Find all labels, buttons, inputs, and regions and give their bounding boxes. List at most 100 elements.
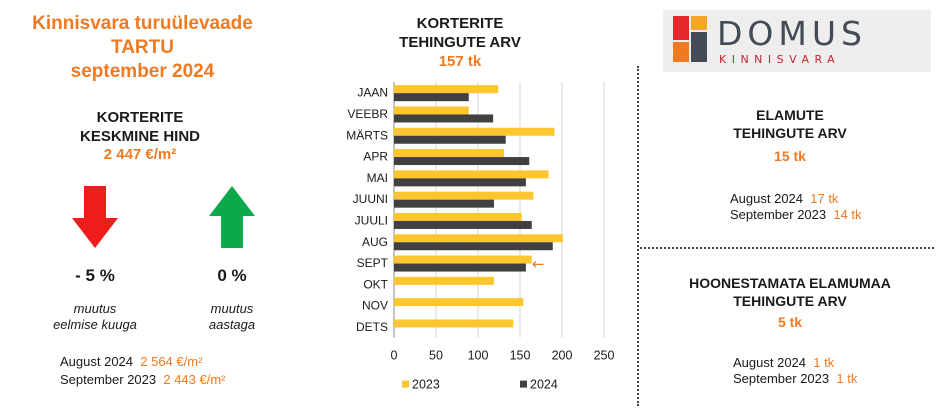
land-compare-value: 1 tk	[836, 371, 858, 386]
logo-mark-square	[691, 32, 707, 62]
category-label: VEEBR	[347, 107, 388, 121]
bar-2023	[394, 319, 514, 328]
land-heading-line1: HOONESTAMATA ELAMUMAA	[689, 275, 891, 291]
x-tick-label: 0	[391, 349, 398, 363]
land-compare-row: September 2023 1 tk	[733, 371, 857, 387]
month-change-value: - 5 %	[75, 266, 115, 285]
logo-wordmark: DOMUS	[717, 14, 867, 53]
houses-compare-row: September 2023 14 tk	[730, 207, 862, 223]
houses-heading-line1: ELAMUTE	[756, 107, 824, 123]
report-title-line3: september 2024	[70, 61, 215, 82]
legend-label: 2024	[530, 378, 558, 392]
price-compare-row: September 2023 2 443 €/m²	[60, 372, 226, 388]
year-change-value: 0 %	[217, 266, 247, 285]
divider-horizontal	[640, 247, 934, 249]
month-change-label-line2: eelmise kuuga	[53, 317, 137, 332]
category-label: MAI	[367, 171, 388, 185]
price-compare-label: September 2023	[60, 372, 157, 387]
bar-2024	[394, 157, 530, 166]
houses-compare-value: 17 tk	[810, 191, 839, 206]
bar-2023	[394, 127, 555, 136]
bar-2023	[394, 85, 499, 94]
x-tick-label: 200	[552, 349, 573, 363]
chart-total: 157 tk	[438, 53, 482, 70]
arrow-up-shape	[209, 186, 255, 248]
bar-2024	[394, 242, 553, 251]
logo-mark-icon	[673, 16, 707, 62]
category-label: APR	[363, 150, 388, 164]
land-heading: HOONESTAMATA ELAMUMAA TEHINGUTE ARV	[655, 274, 925, 310]
logo-subtitle: KINNISVARA	[719, 53, 841, 66]
category-label: DETS	[356, 320, 388, 334]
bar-2023	[394, 255, 532, 264]
chart-heading-line2: TEHINGUTE ARV	[399, 34, 521, 51]
domus-logo: DOMUS KINNISVARA	[663, 10, 931, 72]
bar-2023	[394, 191, 534, 200]
category-label: OKT	[363, 277, 388, 291]
bar-2024	[394, 114, 494, 123]
avg-price-heading: KORTERITE KESKMINE HIND	[40, 108, 240, 146]
month-change-label-line1: muutus	[73, 301, 117, 316]
chart-heading-line1: KORTERITE	[416, 15, 504, 32]
arrow-down-icon	[72, 186, 118, 248]
bar-2024	[394, 135, 506, 144]
logo-mark-square	[673, 16, 689, 40]
land-compare-label: September 2023	[733, 371, 830, 386]
category-label: NOV	[362, 299, 388, 313]
bar-2023	[394, 106, 469, 115]
category-label: JAAN	[357, 86, 388, 100]
houses-compare-row: August 2024 17 tk	[730, 191, 838, 207]
bar-2023	[394, 298, 524, 307]
bar-2023	[394, 149, 505, 158]
bar-2023	[394, 276, 494, 285]
bar-2024	[394, 178, 526, 187]
avg-price-value: 2 447 €/m²	[103, 146, 177, 163]
x-tick-label: 50	[429, 349, 443, 363]
category-label: JUUNI	[353, 192, 388, 206]
report-title-line2: TARTU	[111, 37, 174, 58]
price-compare-row: August 2024 2 564 €/m²	[60, 354, 202, 370]
houses-value: 15 tk	[774, 148, 806, 164]
year-change-label-line2: aastaga	[208, 317, 256, 332]
report-title-line1: Kinnisvara turuülevaade	[32, 13, 253, 34]
category-label: AUG	[362, 235, 388, 249]
price-compare-label: August 2024	[60, 354, 134, 369]
bar-2024	[394, 93, 469, 102]
x-tick-label: 100	[468, 349, 489, 363]
arrow-up-icon	[209, 186, 255, 248]
land-value: 5 tk	[777, 314, 803, 330]
year-change-label: muutus aastaga	[162, 301, 302, 333]
arrow-down-shape	[72, 186, 118, 248]
month-change-label: muutus eelmise kuuga	[25, 301, 165, 333]
price-compare-value: 2 443 €/m²	[163, 372, 226, 387]
bar-2024	[394, 199, 494, 208]
category-label: SEPT	[357, 256, 389, 270]
x-tick-label: 250	[594, 349, 615, 363]
logo-mark-square	[673, 42, 689, 62]
houses-compare-label: August 2024	[730, 191, 804, 206]
logo-mark-square	[691, 16, 707, 30]
annotation-arrow-icon: ←	[532, 255, 545, 273]
divider-vertical	[637, 66, 639, 406]
bar-2023	[394, 170, 549, 179]
land-heading-line2: TEHINGUTE ARV	[733, 293, 847, 309]
chart-heading: KORTERITE TEHINGUTE ARV	[385, 14, 535, 52]
bar-2023	[394, 234, 563, 243]
bar-2024	[394, 263, 526, 272]
deals-bar-chart: JAAN VEEBR MÄRTS APR MAI JUUNI JUULI AUG SEPT OKT…	[346, 82, 615, 392]
bar-2024	[394, 220, 532, 229]
land-compare-row: August 2024 1 tk	[733, 355, 834, 371]
x-tick-label: 150	[510, 349, 531, 363]
price-compare-value: 2 564 €/m²	[140, 354, 203, 369]
legend-swatch	[402, 380, 409, 388]
land-compare-value: 1 tk	[813, 355, 835, 370]
houses-compare-label: September 2023	[730, 207, 827, 222]
category-label: MÄRTS	[346, 128, 388, 142]
avg-price-heading-line2: KESKMINE HIND	[79, 128, 200, 145]
legend-swatch	[520, 380, 527, 388]
avg-price-heading-line1: KORTERITE	[96, 109, 184, 126]
bar-2023	[394, 212, 522, 221]
land-compare-label: August 2024	[733, 355, 807, 370]
houses-heading: ELAMUTE TEHINGUTE ARV	[680, 106, 900, 142]
houses-compare-value: 14 tk	[833, 207, 862, 222]
